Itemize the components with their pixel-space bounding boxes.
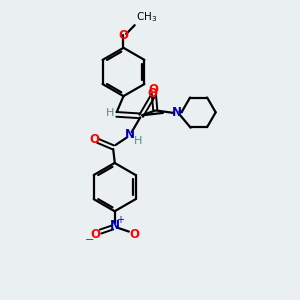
Text: O: O (149, 82, 159, 95)
Text: H: H (106, 108, 114, 118)
Text: N: N (172, 106, 182, 119)
Text: CH$_3$: CH$_3$ (136, 10, 158, 24)
Text: O: O (89, 133, 99, 146)
Text: N: N (110, 219, 120, 232)
Text: O: O (129, 228, 140, 241)
Text: +: + (116, 215, 124, 225)
Text: −: − (85, 235, 94, 244)
Text: H: H (134, 136, 142, 146)
Text: O: O (118, 29, 128, 42)
Text: O: O (147, 87, 158, 100)
Text: N: N (124, 128, 134, 142)
Text: O: O (90, 228, 100, 241)
